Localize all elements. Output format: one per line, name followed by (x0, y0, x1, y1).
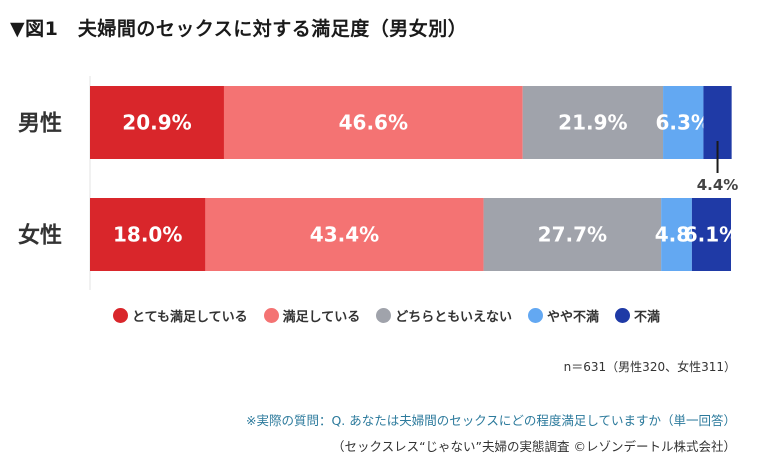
legend-label: 満足している (282, 310, 361, 325)
category-label: 女性 (18, 223, 62, 249)
sample-size-note: n＝631（男性320、女性311） (563, 360, 736, 374)
data-label: 20.9% (122, 111, 191, 135)
data-label: 18.0% (113, 223, 182, 247)
bar-segment (663, 86, 704, 159)
legend-item-neutral: どちらともいえない (376, 306, 512, 325)
legend-label: とても満足している (132, 310, 248, 325)
legend-swatch (376, 308, 392, 323)
source-note: （セックスレス“じゃない”夫婦の実態調査 ©レゾンデートル株式会社） (331, 439, 736, 454)
data-label: 46.6% (339, 111, 408, 135)
legend-swatch (113, 308, 128, 323)
legend: とても満足している 満足している どちらともいえない やや不満 不満 (113, 306, 676, 325)
legend-item-dissatisfied: 不満 (614, 306, 660, 325)
legend-item-satisfied: 満足している (263, 306, 361, 325)
legend-label: やや不満 (546, 310, 599, 325)
bar-segment (483, 198, 662, 271)
legend-swatch (263, 308, 279, 323)
bar-segment (90, 86, 224, 159)
legend-label: どちらともいえない (395, 310, 512, 325)
bar-segment (522, 86, 664, 159)
legend-item-somewhat-dissatisfied: やや不満 (527, 306, 599, 325)
bar-segment (205, 198, 484, 271)
question-note: ※実際の質問：Q. あなたは夫婦間のセックスにどの程度満足していますか（単一回答… (245, 413, 736, 428)
legend-swatch (527, 308, 543, 323)
category-label: 男性 (18, 112, 62, 137)
stacked-bar-chart: 男性 20.9% 46.6% 21.9% 6.3% 4.4% 女性 18.0% 43.4% 27.… (18, 76, 739, 290)
data-label: 43.4% (310, 223, 379, 247)
bar-segment (223, 86, 523, 159)
chart-title: ▼図1 夫婦間のセックスに対する満足度（男女別） (10, 18, 468, 40)
data-label: 6.1% (684, 223, 739, 247)
bar-segment (691, 198, 731, 271)
legend-label: 不満 (633, 310, 660, 325)
data-label: 21.9% (558, 111, 627, 135)
data-label: 27.7% (538, 223, 607, 247)
legend-swatch (614, 308, 630, 323)
data-label: 4.4% (697, 176, 739, 194)
bar-segment (661, 198, 692, 271)
bar-segment (90, 198, 206, 271)
data-label: 6.3% (656, 111, 711, 135)
legend-item-very-satisfied: とても満足している (113, 306, 248, 325)
